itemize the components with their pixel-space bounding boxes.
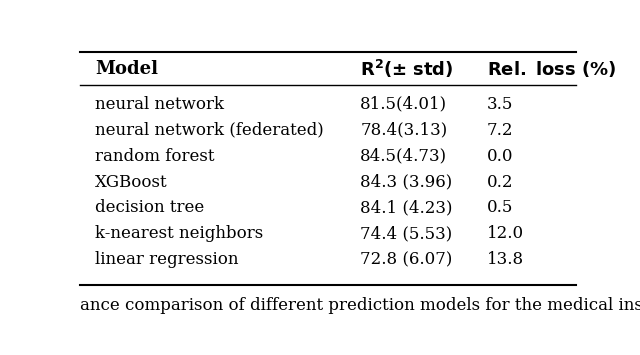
Text: random forest: random forest [95, 148, 214, 164]
Text: 7.2: 7.2 [486, 121, 513, 138]
Text: 3.5: 3.5 [486, 95, 513, 113]
Text: 78.4(3.13): 78.4(3.13) [360, 121, 447, 138]
Text: 0.0: 0.0 [486, 148, 513, 164]
Text: 84.5(4.73): 84.5(4.73) [360, 148, 447, 164]
Text: $\bf{Rel.\ loss\ (\%)}$: $\bf{Rel.\ loss\ (\%)}$ [486, 59, 616, 78]
Text: ance comparison of different prediction models for the medical ins: ance comparison of different prediction … [80, 296, 640, 313]
Text: 0.5: 0.5 [486, 200, 513, 217]
Text: k-nearest neighbors: k-nearest neighbors [95, 225, 263, 242]
Text: decision tree: decision tree [95, 200, 204, 217]
Text: 84.3 (3.96): 84.3 (3.96) [360, 174, 452, 191]
Text: neural network (federated): neural network (federated) [95, 121, 324, 138]
Text: 84.1 (4.23): 84.1 (4.23) [360, 200, 452, 217]
Text: linear regression: linear regression [95, 251, 238, 268]
Text: 74.4 (5.53): 74.4 (5.53) [360, 225, 452, 242]
Text: neural network: neural network [95, 95, 224, 113]
Text: 12.0: 12.0 [486, 225, 524, 242]
Text: Model: Model [95, 60, 158, 78]
Text: XGBoost: XGBoost [95, 174, 168, 191]
Text: 81.5(4.01): 81.5(4.01) [360, 95, 447, 113]
Text: 0.2: 0.2 [486, 174, 513, 191]
Text: $\bf{R}$$^{\bf{2}}$$\bf{(\pm\ std)}$: $\bf{R}$$^{\bf{2}}$$\bf{(\pm\ std)}$ [360, 58, 454, 80]
Text: 72.8 (6.07): 72.8 (6.07) [360, 251, 452, 268]
Text: 13.8: 13.8 [486, 251, 524, 268]
